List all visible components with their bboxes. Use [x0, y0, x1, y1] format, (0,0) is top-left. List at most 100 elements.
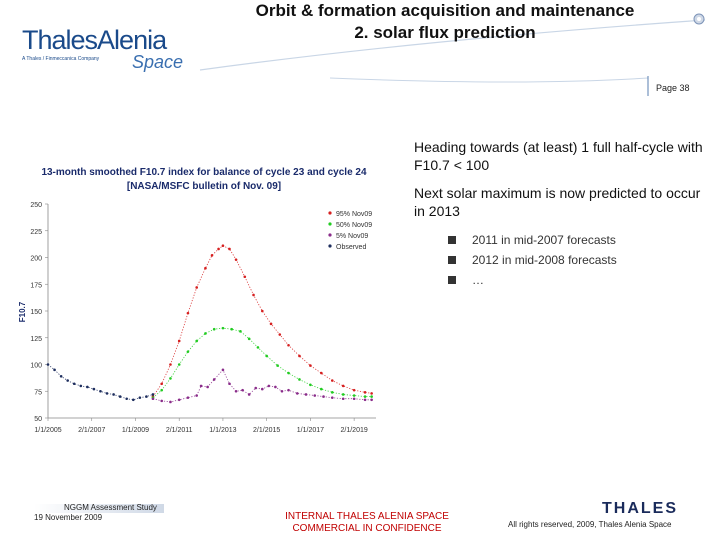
data-point	[363, 391, 367, 394]
data-point	[212, 327, 216, 331]
data-point	[66, 379, 69, 382]
data-point	[221, 326, 225, 330]
data-point	[322, 395, 325, 398]
data-point	[177, 363, 181, 366]
data-point	[341, 393, 345, 396]
series-line	[152, 245, 372, 397]
data-point	[370, 395, 373, 398]
data-point	[370, 398, 373, 402]
page-number: Page 38	[656, 83, 690, 93]
data-point	[177, 339, 181, 343]
header-swoosh	[199, 19, 706, 96]
chart-axes: 50 75 100 125 150 175 200 225 250 1/1/2005 2/1/200…	[30, 202, 376, 434]
data-point	[341, 384, 345, 388]
sub-bullet-text: 2011 in mid-2007 forecasts	[472, 233, 616, 247]
bullet-list: Heading towards (at least) 1 full half-c…	[414, 138, 714, 290]
data-point	[221, 368, 225, 372]
x-tick-label: 1/1/2013	[209, 427, 236, 434]
series-line	[47, 364, 154, 401]
logo-space: Space	[132, 52, 184, 72]
title-line2: 2. solar flux prediction	[354, 23, 536, 42]
data-point	[330, 391, 334, 394]
data-point	[304, 393, 308, 396]
footer-date: 19 November 2009	[34, 513, 103, 522]
x-tick-label: 2/1/2015	[253, 427, 280, 434]
y-tick-label: 150	[30, 309, 42, 316]
y-tick-label: 100	[30, 363, 42, 370]
data-point	[269, 322, 273, 326]
legend-marker	[328, 222, 332, 226]
data-point	[221, 244, 225, 248]
y-axis-label: F10.7	[18, 301, 27, 322]
sub-bullet-text: …	[472, 273, 484, 287]
square-bullet-icon	[448, 256, 456, 264]
data-point	[352, 388, 356, 392]
data-point	[204, 266, 207, 270]
slide-title: Orbit & formation acquisition and mainte…	[200, 0, 690, 44]
x-tick-label: 1/1/2009	[122, 427, 149, 434]
data-point	[204, 332, 207, 335]
data-point	[138, 396, 142, 399]
data-point	[186, 311, 190, 315]
y-tick-label: 250	[30, 202, 42, 209]
data-point	[151, 397, 155, 401]
square-bullet-icon	[448, 236, 456, 244]
data-point	[186, 350, 190, 353]
data-point	[370, 392, 373, 395]
data-point	[199, 384, 203, 388]
data-point	[145, 395, 148, 398]
legend-label: 5% Nov09	[336, 233, 368, 240]
data-point	[274, 385, 277, 389]
data-point	[112, 393, 115, 396]
data-point	[267, 384, 271, 388]
solar-flux-chart: 13-month smoothed F10.7 index for balanc…	[18, 160, 390, 442]
confidentiality-notice: INTERNAL THALES ALENIA SPACE COMMERCIAL …	[262, 511, 472, 535]
y-tick-label: 125	[30, 336, 42, 343]
data-point	[131, 398, 135, 402]
title-line1: Orbit & formation acquisition and mainte…	[255, 1, 635, 20]
data-point	[72, 382, 76, 386]
data-point	[309, 383, 312, 387]
data-point	[243, 275, 247, 279]
data-point	[298, 378, 301, 381]
data-point	[313, 394, 317, 397]
data-point	[287, 343, 290, 347]
data-point	[99, 389, 102, 393]
y-tick-label: 175	[30, 282, 42, 289]
y-tick-label: 50	[34, 416, 42, 423]
data-point	[59, 374, 63, 378]
data-point	[79, 384, 83, 388]
data-point	[278, 333, 282, 336]
data-point	[330, 379, 334, 382]
chart-marks	[46, 244, 373, 404]
data-point	[276, 364, 279, 367]
data-point	[247, 393, 251, 396]
y-tick-label: 225	[30, 229, 42, 236]
legend-marker	[328, 211, 332, 215]
data-point	[341, 397, 345, 401]
data-point	[169, 363, 172, 366]
logo-wordmark: ThalesAlenia	[22, 25, 167, 55]
chart-legend: 95% Nov09 50% Nov09 5% Nov09 Observed	[328, 211, 372, 251]
data-point	[295, 392, 299, 395]
gear-icon	[693, 13, 705, 25]
sub-bullet: …	[448, 270, 714, 290]
data-point	[352, 397, 356, 401]
confidential-line1: INTERNAL THALES ALENIA SPACE	[285, 511, 449, 522]
footer-project-info: NGGM Assessment Study 19 November 2009	[34, 503, 157, 523]
series-line	[152, 369, 372, 403]
data-point	[53, 368, 56, 372]
legend-label: 50% Nov09	[336, 222, 372, 229]
legend-marker	[328, 244, 332, 248]
thales-logo: THALES	[602, 500, 676, 517]
sub-bullet: 2011 in mid-2007 forecasts	[448, 230, 714, 250]
sub-bullet-text: 2012 in mid-2008 forecasts	[472, 253, 617, 267]
logo-tagline: A Thales / Finmeccanica Company	[22, 56, 100, 62]
data-point	[254, 386, 258, 390]
thales-alenia-logo: ThalesAlenia A Thales / Finmeccanica Com…	[22, 6, 202, 76]
legend-label: 95% Nov09	[336, 211, 372, 218]
data-point	[210, 254, 214, 257]
data-point	[86, 385, 89, 389]
data-point	[309, 364, 312, 367]
data-point	[280, 389, 284, 393]
